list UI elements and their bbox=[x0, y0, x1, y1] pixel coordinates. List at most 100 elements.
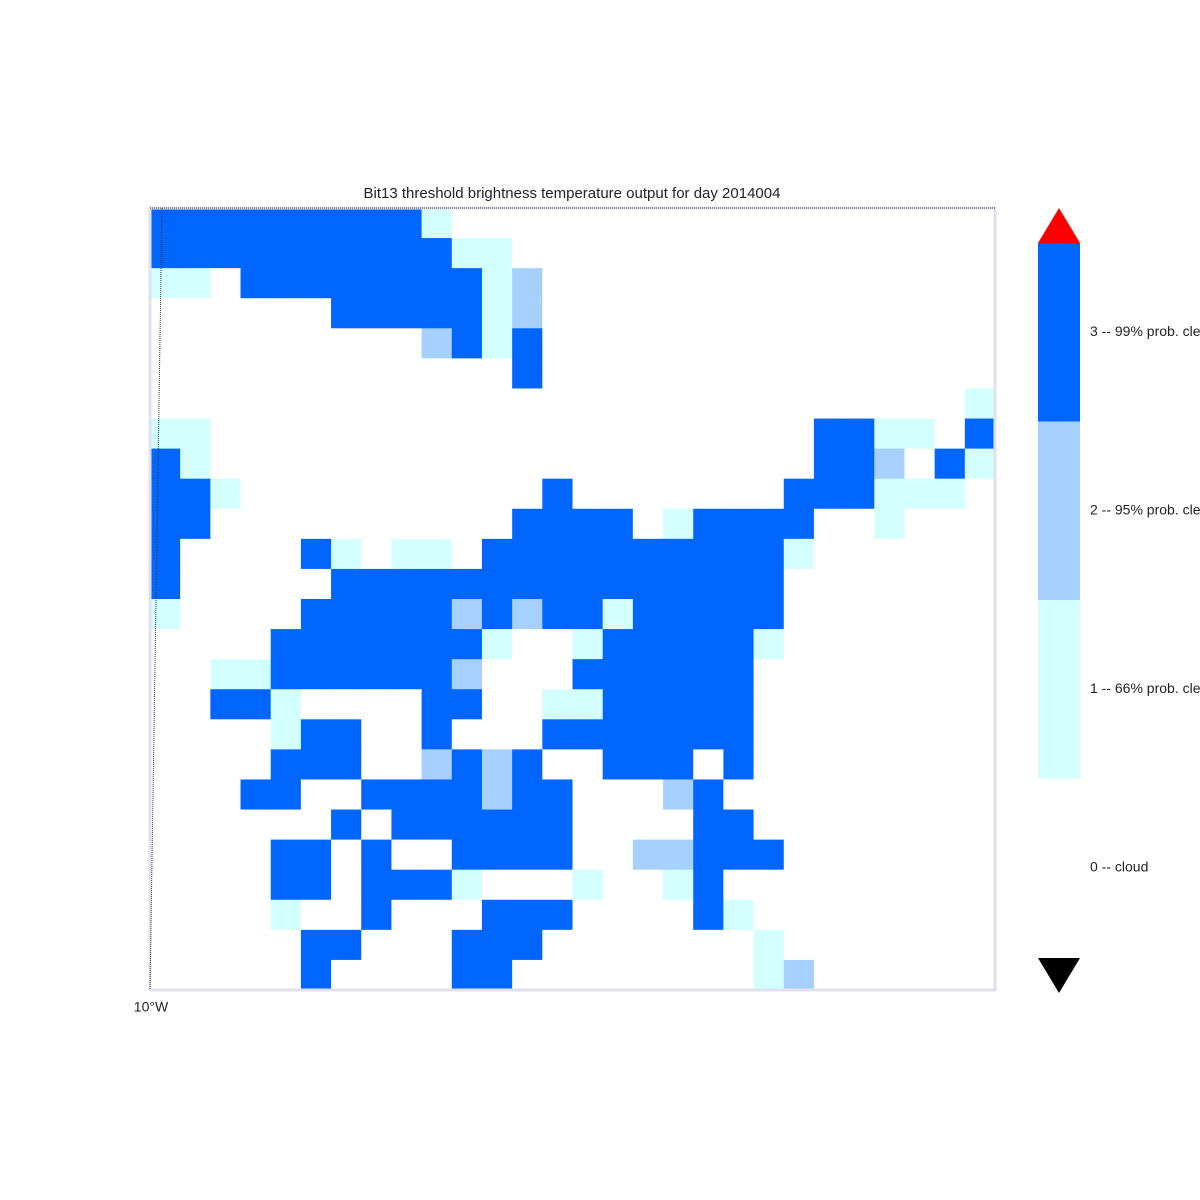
map-cell bbox=[210, 659, 242, 690]
map-cell bbox=[240, 629, 272, 660]
map-cell bbox=[632, 749, 664, 780]
map-cell bbox=[240, 208, 272, 239]
map-cell bbox=[300, 208, 332, 239]
map-cell bbox=[783, 869, 815, 901]
map-cell bbox=[572, 508, 604, 540]
map-cell bbox=[874, 929, 905, 961]
map-cell bbox=[602, 268, 634, 299]
map-cell bbox=[663, 689, 694, 720]
map-cell bbox=[210, 689, 242, 720]
map-cell bbox=[210, 809, 242, 841]
map-cell bbox=[572, 809, 604, 841]
map-cell bbox=[783, 899, 815, 931]
map-cell bbox=[542, 238, 573, 269]
map-cell bbox=[240, 448, 272, 480]
map-cell bbox=[783, 328, 815, 359]
map-cell bbox=[904, 328, 936, 359]
map-cell bbox=[451, 358, 483, 389]
map-cell bbox=[542, 899, 573, 931]
map-cell bbox=[512, 689, 543, 720]
map-cell bbox=[663, 238, 694, 269]
map-cell bbox=[451, 538, 483, 570]
map-cell bbox=[542, 568, 573, 600]
map-cell bbox=[240, 328, 272, 359]
map-cell bbox=[240, 568, 272, 600]
map-cell bbox=[693, 869, 724, 901]
map-cell bbox=[300, 328, 332, 359]
map-cell bbox=[813, 629, 845, 660]
map-cell bbox=[331, 538, 362, 570]
map-cell bbox=[451, 238, 483, 269]
map-cell bbox=[572, 238, 604, 269]
map-cell bbox=[753, 869, 785, 901]
map-cell bbox=[964, 268, 996, 299]
map-cell bbox=[813, 568, 845, 600]
map-cell bbox=[934, 929, 966, 961]
map-cell bbox=[632, 208, 664, 239]
map-cell bbox=[240, 268, 272, 299]
map-cell bbox=[602, 418, 634, 450]
map-cell bbox=[632, 719, 664, 750]
map-cell bbox=[813, 779, 845, 811]
map-cell bbox=[331, 779, 362, 811]
map-cell bbox=[481, 629, 513, 660]
map-cell bbox=[572, 899, 604, 931]
map-cell bbox=[481, 869, 513, 901]
map-cell bbox=[210, 238, 242, 269]
map-cell bbox=[572, 388, 604, 420]
map-cell bbox=[783, 719, 815, 750]
map-cell bbox=[904, 899, 936, 931]
map-cell bbox=[481, 268, 513, 299]
map-cell bbox=[542, 538, 573, 570]
map-cell bbox=[391, 298, 423, 329]
map-cell bbox=[481, 749, 513, 780]
map-cell bbox=[964, 719, 996, 750]
map-cell bbox=[421, 538, 453, 570]
map-cell bbox=[270, 749, 302, 780]
map-cell bbox=[663, 358, 694, 389]
map-cell bbox=[813, 689, 845, 720]
map-cell bbox=[331, 568, 362, 600]
map-cell bbox=[421, 959, 453, 991]
map-cell bbox=[632, 238, 664, 269]
map-cell bbox=[210, 779, 242, 811]
map-cell bbox=[391, 418, 423, 450]
map-cell bbox=[361, 478, 392, 510]
map-cell bbox=[964, 418, 996, 450]
map-cell bbox=[180, 238, 211, 269]
map-cell bbox=[270, 418, 302, 450]
map-cell bbox=[240, 478, 272, 510]
map-cell bbox=[904, 689, 936, 720]
map-cell bbox=[240, 659, 272, 690]
map-cell bbox=[150, 208, 181, 239]
map-cell bbox=[934, 749, 966, 780]
map-cell bbox=[693, 659, 724, 690]
map-cell bbox=[481, 689, 513, 720]
map-cell bbox=[150, 869, 181, 901]
map-cell bbox=[150, 388, 181, 420]
map-cell bbox=[813, 929, 845, 961]
map-cell bbox=[481, 208, 513, 239]
map-cell bbox=[844, 268, 875, 299]
map-cell bbox=[572, 689, 604, 720]
map-cell bbox=[331, 448, 362, 480]
map-cell bbox=[844, 809, 875, 841]
map-cell bbox=[361, 629, 392, 660]
map-cell bbox=[361, 779, 392, 811]
map-cell bbox=[542, 268, 573, 299]
map-cell bbox=[813, 388, 845, 420]
map-cell bbox=[542, 809, 573, 841]
map-cell bbox=[150, 809, 181, 841]
map-cell bbox=[813, 298, 845, 329]
map-cell bbox=[874, 659, 905, 690]
map-cell bbox=[451, 508, 483, 540]
map-cell bbox=[723, 929, 755, 961]
map-cell bbox=[210, 959, 242, 991]
map-cell bbox=[180, 508, 211, 540]
map-cell bbox=[331, 809, 362, 841]
map-cell bbox=[663, 929, 694, 961]
map-cell bbox=[602, 869, 634, 901]
map-cell bbox=[331, 388, 362, 420]
map-cell bbox=[451, 809, 483, 841]
